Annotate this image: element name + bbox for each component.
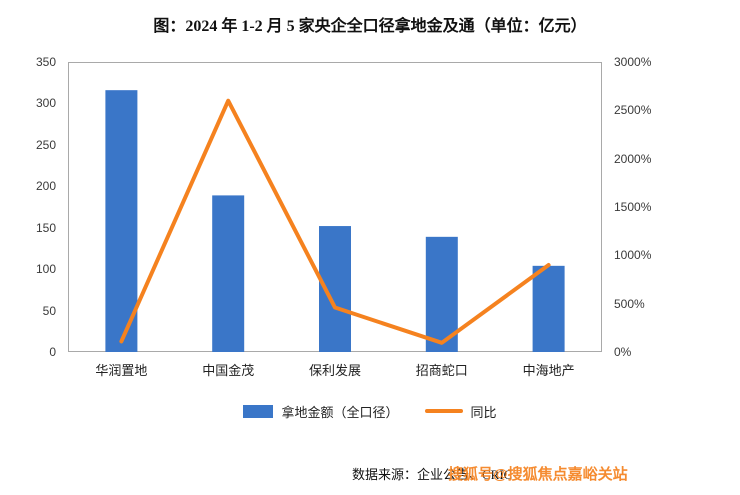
chart-title: 图：2024 年 1-2 月 5 家央企全口径拿地金及通（单位：亿元） xyxy=(153,18,587,35)
x-axis-label-中海地产: 中海地产 xyxy=(522,363,575,378)
left-axis-tick-label: 200 xyxy=(35,179,56,194)
legend-item-bar: 拿地金额（全口径） xyxy=(243,402,399,421)
left-axis-tick-label: 50 xyxy=(42,303,56,318)
left-axis-tick-label: 0 xyxy=(49,345,56,359)
left-y-axis: 0 50 100 150 200 250 300 350 xyxy=(8,55,62,359)
watermark: 搜狐号@搜狐焦点嘉峪关站 xyxy=(448,466,628,483)
x-axis-label-招商蛇口: 招商蛇口 xyxy=(415,363,468,378)
right-axis-tick-label: 1000% xyxy=(614,248,652,263)
legend-line-label: 同比 xyxy=(470,404,497,420)
legend-bar-swatch xyxy=(243,404,274,418)
right-axis-tick-label: 500% xyxy=(614,296,645,311)
right-axis-tick-label: 1500% xyxy=(614,200,652,214)
bar-中海地产 xyxy=(532,265,565,352)
right-axis-tick-label: 0% xyxy=(614,345,632,359)
data-source-note: 数据来源：企业公告、CRIC xyxy=(352,467,513,482)
right-axis-tick-label: 3000% xyxy=(614,55,652,69)
left-axis-tick-label: 150 xyxy=(35,220,56,235)
left-axis-tick-label: 100 xyxy=(35,262,56,277)
legend: 拿地金额（全口径） 同比 xyxy=(0,400,740,422)
left-axis-tick-label: 350 xyxy=(35,55,56,69)
bar-华润置地 xyxy=(105,90,138,352)
legend-line-swatch xyxy=(424,409,463,413)
left-axis-tick-label: 250 xyxy=(35,137,56,152)
plot-area xyxy=(68,62,602,352)
right-y-axis: 0% 500% 1000% 1500% 2000% 2500% 3000% xyxy=(608,55,678,359)
trend-line xyxy=(119,98,551,345)
combo-chart xyxy=(68,62,602,352)
x-axis-label-华润置地: 华润置地 xyxy=(95,363,148,378)
x-axis-label-保利发展: 保利发展 xyxy=(308,363,361,378)
legend-item-line: 同比 xyxy=(424,402,497,421)
left-axis-tick-label: 300 xyxy=(35,96,56,111)
x-axis-label-中国金茂: 中国金茂 xyxy=(202,363,255,378)
bar-中国金茂 xyxy=(212,195,245,352)
legend-bar-label: 拿地金额（全口径） xyxy=(281,404,399,420)
right-axis-tick-label: 2000% xyxy=(614,151,652,166)
right-axis-tick-label: 2500% xyxy=(614,103,652,118)
x-axis-labels: 华润置地 中国金茂 保利发展 招商蛇口 中海地产 xyxy=(68,360,602,380)
